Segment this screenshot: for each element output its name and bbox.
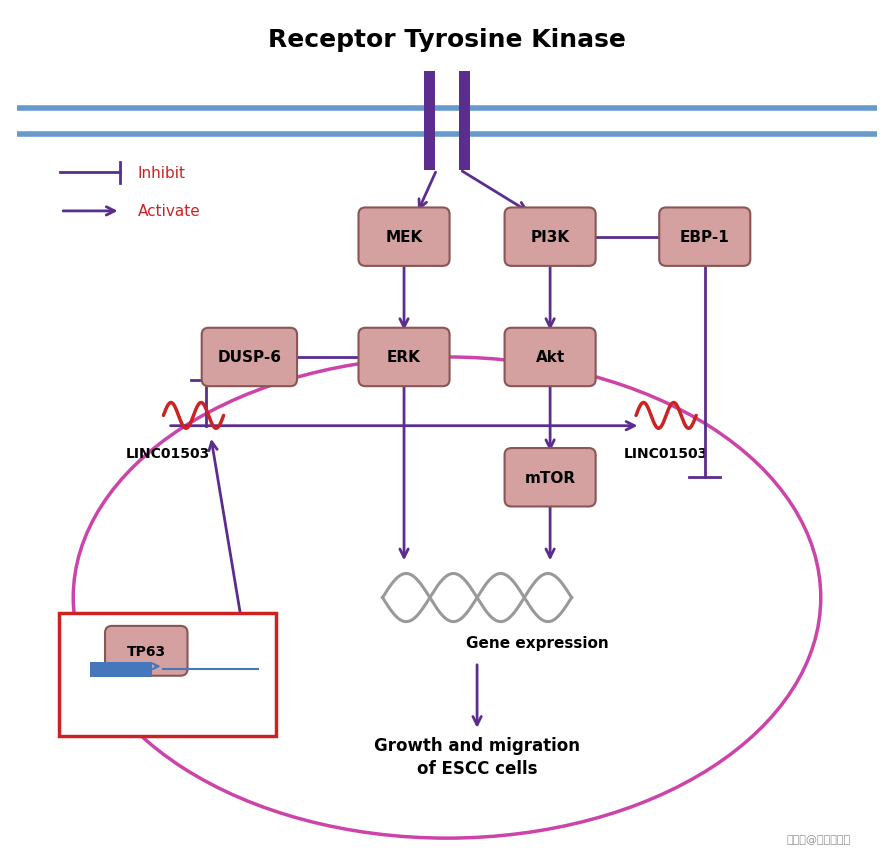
Text: Inhibit: Inhibit — [138, 165, 186, 181]
Text: LINC01503: LINC01503 — [168, 709, 237, 722]
Text: ERK: ERK — [387, 350, 421, 365]
FancyBboxPatch shape — [358, 328, 450, 387]
FancyBboxPatch shape — [90, 662, 152, 678]
Text: Gene expression: Gene expression — [466, 635, 609, 650]
FancyBboxPatch shape — [425, 71, 435, 170]
Text: Super-enhancer: Super-enhancer — [70, 709, 181, 722]
Text: LINC01503: LINC01503 — [126, 447, 210, 461]
FancyBboxPatch shape — [504, 449, 595, 507]
FancyBboxPatch shape — [459, 71, 469, 170]
FancyBboxPatch shape — [504, 208, 595, 267]
FancyBboxPatch shape — [358, 208, 450, 267]
FancyBboxPatch shape — [202, 328, 297, 387]
FancyBboxPatch shape — [59, 614, 276, 736]
Text: Receptor Tyrosine Kinase: Receptor Tyrosine Kinase — [268, 28, 626, 52]
Text: 搜狐号@小张剧科研: 搜狐号@小张剧科研 — [787, 834, 851, 844]
Text: mTOR: mTOR — [525, 470, 576, 486]
Text: TP63: TP63 — [127, 644, 165, 658]
Text: LINC01503: LINC01503 — [624, 447, 708, 461]
FancyBboxPatch shape — [105, 626, 188, 676]
Text: Activate: Activate — [138, 204, 200, 220]
Text: PI3K: PI3K — [530, 230, 569, 245]
Text: DUSP-6: DUSP-6 — [217, 350, 282, 365]
FancyBboxPatch shape — [504, 328, 595, 387]
Text: Akt: Akt — [536, 350, 565, 365]
Text: Growth and migration
of ESCC cells: Growth and migration of ESCC cells — [374, 736, 580, 777]
Text: MEK: MEK — [385, 230, 423, 245]
FancyBboxPatch shape — [659, 208, 750, 267]
Text: EBP-1: EBP-1 — [680, 230, 730, 245]
